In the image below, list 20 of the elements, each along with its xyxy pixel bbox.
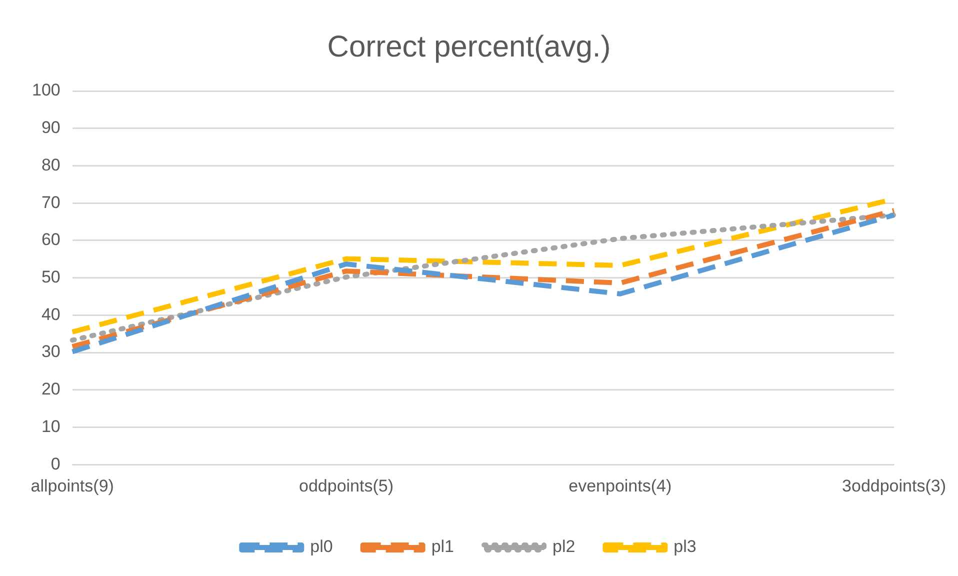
legend-label: pl2 [552,537,576,556]
x-tick-label: allpoints(9) [30,476,114,496]
legend-label: pl1 [431,537,454,556]
y-tick-label: 100 [32,80,60,100]
y-tick-label: 20 [41,380,60,399]
y-tick-label: 0 [50,454,60,474]
legend-label: pl0 [310,537,333,556]
chart-title: Correct percent(avg.) [327,30,611,64]
legend-label: pl3 [674,537,696,556]
y-tick-label: 50 [41,267,60,286]
x-tick-label: evenpoints(4) [568,476,672,496]
x-tick-label: 3oddpoints(3) [842,476,946,496]
y-tick-label: 30 [41,342,60,362]
y-tick-label: 70 [41,192,60,212]
y-tick-label: 40 [41,304,60,324]
y-tick-label: 80 [41,155,60,174]
y-tick-label: 90 [41,118,60,138]
y-tick-label: 10 [41,416,60,436]
y-tick-label: 60 [41,230,60,250]
x-tick-label: oddpoints(5) [298,476,394,496]
